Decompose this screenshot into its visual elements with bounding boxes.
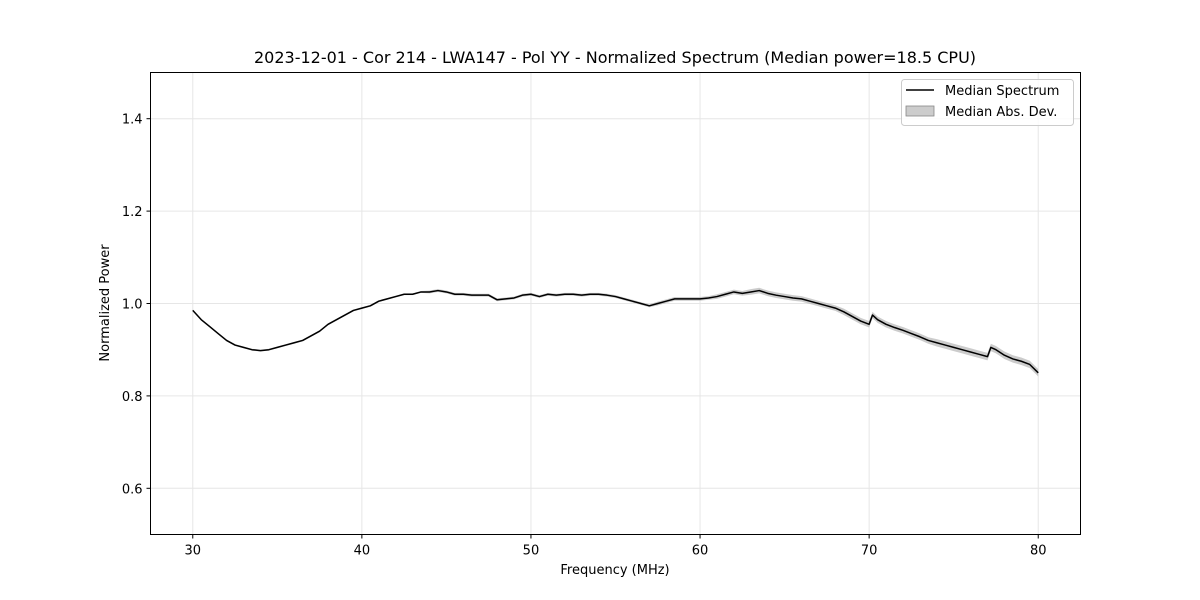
chart-title: 2023-12-01 - Cor 214 - LWA147 - Pol YY -… — [254, 48, 976, 67]
x-tick-label: 80 — [1030, 544, 1047, 559]
x-axis-label: Frequency (MHz) — [560, 563, 669, 578]
legend-median-spectrum-label: Median Spectrum — [945, 84, 1059, 99]
median-spectrum-line — [192, 289, 1039, 374]
y-axis-label: Normalized Power — [98, 244, 113, 362]
legend: Median Spectrum Median Abs. Dev. — [901, 79, 1074, 126]
x-tick-label: 30 — [184, 544, 201, 559]
legend-mad-swatch — [905, 105, 935, 117]
y-tick-label: 1.2 — [122, 205, 143, 220]
x-tick-label: 70 — [861, 544, 878, 559]
y-tick-label: 1.0 — [122, 298, 143, 313]
legend-box — [901, 79, 1074, 126]
x-axis-ticks: 30 40 50 60 70 80 — [184, 534, 1047, 559]
y-tick-label: 1.4 — [122, 113, 143, 128]
y-axis-ticks: 0.6 0.8 1.0 1.2 1.4 — [122, 113, 151, 497]
y-tick-label: 0.8 — [122, 390, 143, 405]
x-tick-label: 60 — [692, 544, 709, 559]
y-tick-label: 0.6 — [122, 482, 143, 497]
legend-mad-label: Median Abs. Dev. — [945, 105, 1057, 120]
x-tick-label: 40 — [354, 544, 371, 559]
x-tick-label: 50 — [523, 544, 540, 559]
